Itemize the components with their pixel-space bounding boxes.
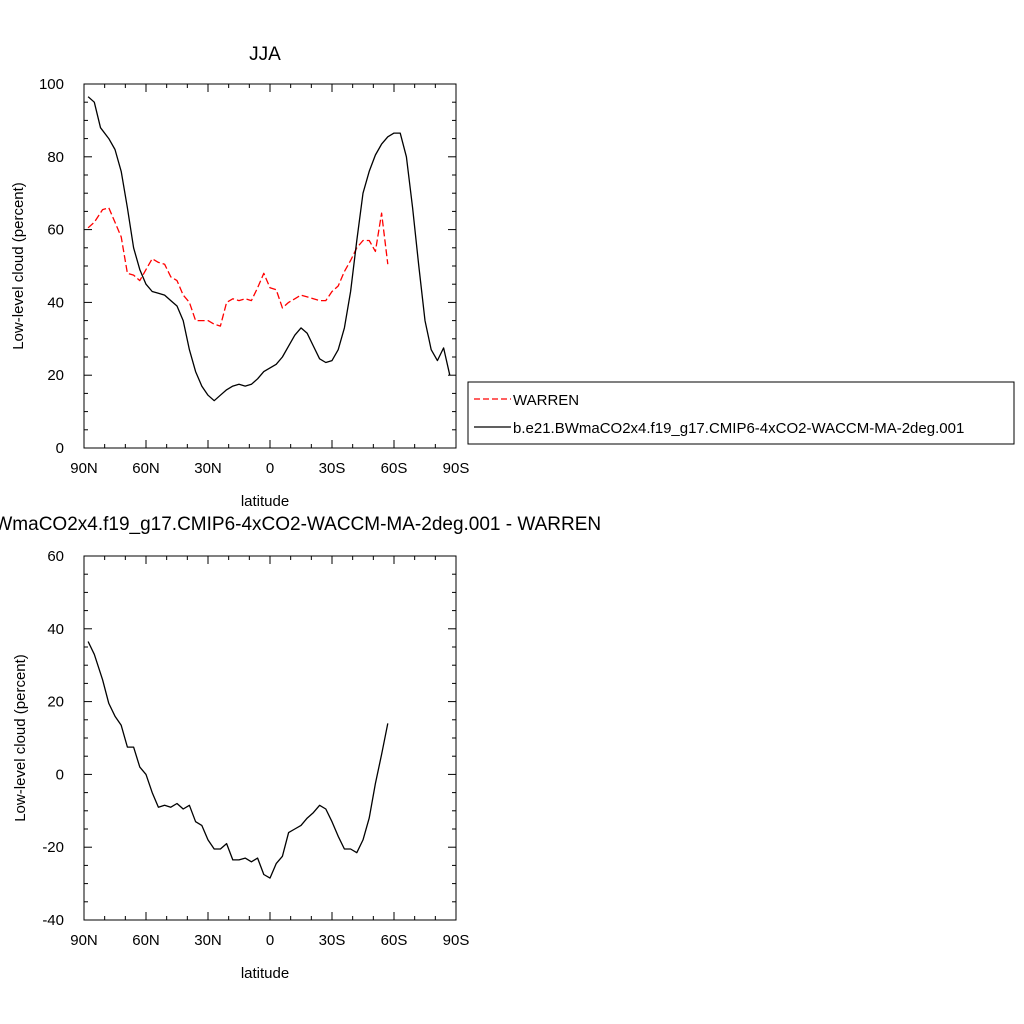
top-y-tick-label: 60 <box>47 222 64 239</box>
bottom-panel-x-axis-label: latitude <box>241 965 289 982</box>
bottom-y-tick-label: -20 <box>42 839 64 856</box>
top-panel-plot-area: 90N 60N 30N 0 30S 60S 90S 0 20 40 60 80 100 <box>39 76 469 477</box>
top-x-tick-label: 60N <box>132 460 160 477</box>
top-y-tick-label: 80 <box>47 149 64 166</box>
bottom-panel: b.e21.BWmaCO2x4.f19_g17.CMIP6-4xCO2-WACC… <box>0 514 601 982</box>
bottom-x-tick-label: 30N <box>194 932 222 949</box>
bottom-x-tick-label: 0 <box>266 932 274 949</box>
bottom-y-tick-label: 60 <box>47 548 64 565</box>
top-panel-x-axis-label: latitude <box>241 493 289 510</box>
bottom-y-tick-label: -40 <box>42 912 64 929</box>
top-y-tick-label: 100 <box>39 76 64 93</box>
bottom-panel-y-axis-label: Low-level cloud (percent) <box>12 654 29 822</box>
top-y-tick-label: 0 <box>56 440 64 457</box>
top-panel: JJA 90N 60N 30N 0 30S 60S 90S 0 20 40 60 80 100 lati… <box>10 44 469 510</box>
bottom-x-tick-label: 90S <box>443 932 470 949</box>
bottom-panel-title: b.e21.BWmaCO2x4.f19_g17.CMIP6-4xCO2-WACC… <box>0 514 601 535</box>
bottom-panel-plot-area: 90N 60N 30N 0 30S 60S 90S -40 -20 0 20 40 60 <box>42 548 469 949</box>
bottom-x-tick-label: 60S <box>381 932 408 949</box>
bottom-x-tick-label: 90N <box>70 932 98 949</box>
legend-label-model: b.e21.BWmaCO2x4.f19_g17.CMIP6-4xCO2-WACC… <box>513 420 964 437</box>
top-x-tick-label: 30N <box>194 460 222 477</box>
legend: WARREN b.e21.BWmaCO2x4.f19_g17.CMIP6-4xC… <box>467 381 1015 445</box>
top-x-tick-label: 0 <box>266 460 274 477</box>
top-x-tick-label: 90N <box>70 460 98 477</box>
bottom-y-tick-label: 20 <box>47 694 64 711</box>
bottom-series-line-0 <box>87 641 389 879</box>
bottom-y-tick-label: 40 <box>47 621 64 638</box>
top-panel-y-axis-label: Low-level cloud (percent) <box>10 182 27 350</box>
top-x-tick-label: 60S <box>381 460 408 477</box>
top-panel-title: JJA <box>249 44 281 65</box>
top-y-tick-label: 40 <box>47 294 64 311</box>
bottom-x-tick-label: 60N <box>132 932 160 949</box>
top-x-tick-label: 30S <box>319 460 346 477</box>
bottom-y-tick-label: 0 <box>56 766 64 783</box>
legend-label-warren: WARREN <box>513 392 579 409</box>
top-series-line-0 <box>87 207 389 327</box>
top-series-line-1 <box>87 96 451 402</box>
top-y-tick-label: 20 <box>47 367 64 384</box>
bottom-plot-frame <box>83 555 457 921</box>
bottom-x-tick-label: 30S <box>319 932 346 949</box>
top-plot-frame <box>83 83 457 449</box>
legend-box <box>467 381 1015 445</box>
top-x-tick-label: 90S <box>443 460 470 477</box>
